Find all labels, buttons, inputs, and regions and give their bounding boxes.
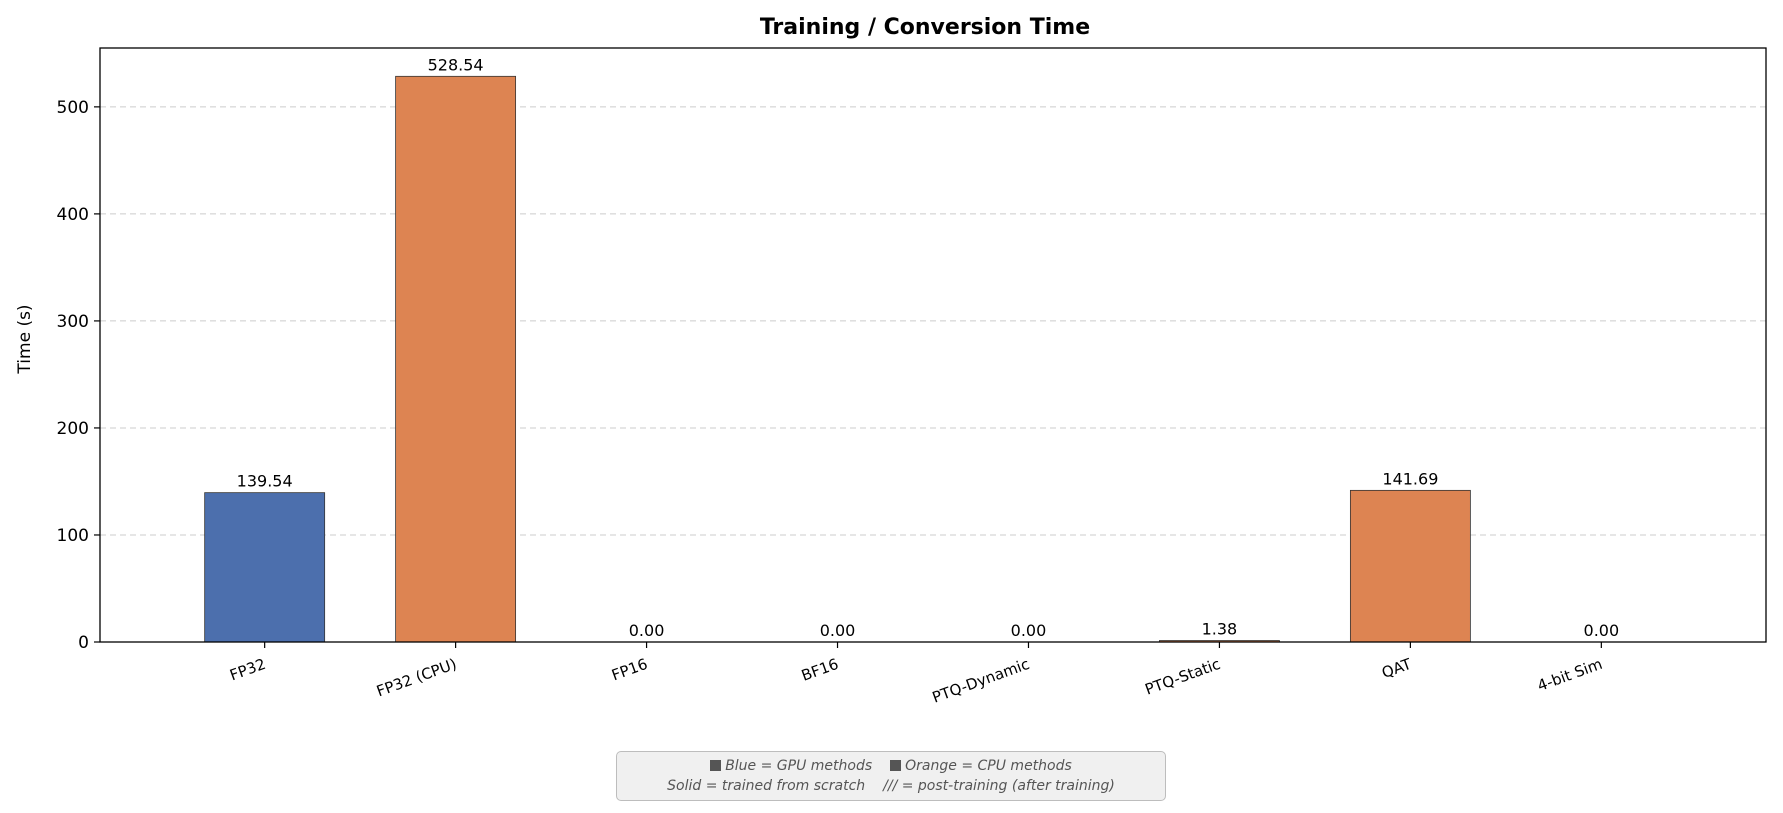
bar-value-label: 139.54 xyxy=(237,472,293,491)
x-tick-label: QAT xyxy=(1379,655,1414,682)
x-tick-label: BF16 xyxy=(799,655,841,685)
cpu-swatch-icon xyxy=(890,760,902,771)
gpu-swatch-icon xyxy=(710,760,722,771)
x-tick-label: PTQ-Static xyxy=(1143,655,1223,699)
y-tick-label: 300 xyxy=(57,312,89,332)
chart-title: Training / Conversion Time xyxy=(760,15,1090,40)
value-labels: 139.54 528.54 0.00 0.00 0.00 1.38 141.69 0.00 xyxy=(237,55,1619,640)
x-tick-label: PTQ-Dynamic xyxy=(930,655,1032,707)
note-gpu-text: Blue = GPU methods xyxy=(725,758,873,774)
legend-note: Blue = GPU methods Orange = CPU methods S… xyxy=(616,751,1166,801)
bar-value-label: 1.38 xyxy=(1202,620,1238,639)
y-axis-label: Time (s) xyxy=(15,304,35,374)
x-axis-ticks: FP32 FP32 (CPU) FP16 BF16 PTQ-Dynamic PTQ-Sta… xyxy=(227,642,1605,707)
plot-frame xyxy=(99,47,1767,643)
bar-value-label: 0.00 xyxy=(1011,621,1047,640)
bar-value-label: 0.00 xyxy=(1584,621,1620,640)
note-hatch-text: /// = post-training (after training) xyxy=(883,778,1115,794)
y-tick-label: 0 xyxy=(78,633,89,653)
bar xyxy=(395,75,517,643)
x-tick-label: 4-bit Sim xyxy=(1535,655,1605,695)
bar xyxy=(1349,489,1471,643)
x-tick-label: FP32 xyxy=(227,655,268,684)
note-cpu-text: Orange = CPU methods xyxy=(905,758,1072,774)
x-tick-label: FP32 (CPU) xyxy=(374,655,459,701)
bar-value-label: 528.54 xyxy=(428,55,484,74)
x-tick-label: FP16 xyxy=(609,655,650,684)
note-solid-text: Solid = trained from scratch xyxy=(667,778,866,794)
y-tick-label: 200 xyxy=(57,419,89,439)
y-tick-label: 400 xyxy=(57,205,89,225)
y-tick-label: 100 xyxy=(57,526,89,546)
bar-value-label: 0.00 xyxy=(820,621,856,640)
gridlines xyxy=(100,106,1766,536)
note-line-1: Blue = GPU methods Orange = CPU methods xyxy=(617,756,1165,776)
y-tick-label: 500 xyxy=(57,98,89,118)
note-line-2: Solid = trained from scratch /// = post-t… xyxy=(617,776,1165,796)
bar-value-label: 141.69 xyxy=(1382,469,1438,488)
bars xyxy=(204,75,1471,643)
bar-value-label: 0.00 xyxy=(629,621,665,640)
y-axis-ticks: 0 100 200 300 400 500 xyxy=(57,98,100,653)
bar xyxy=(204,492,326,643)
